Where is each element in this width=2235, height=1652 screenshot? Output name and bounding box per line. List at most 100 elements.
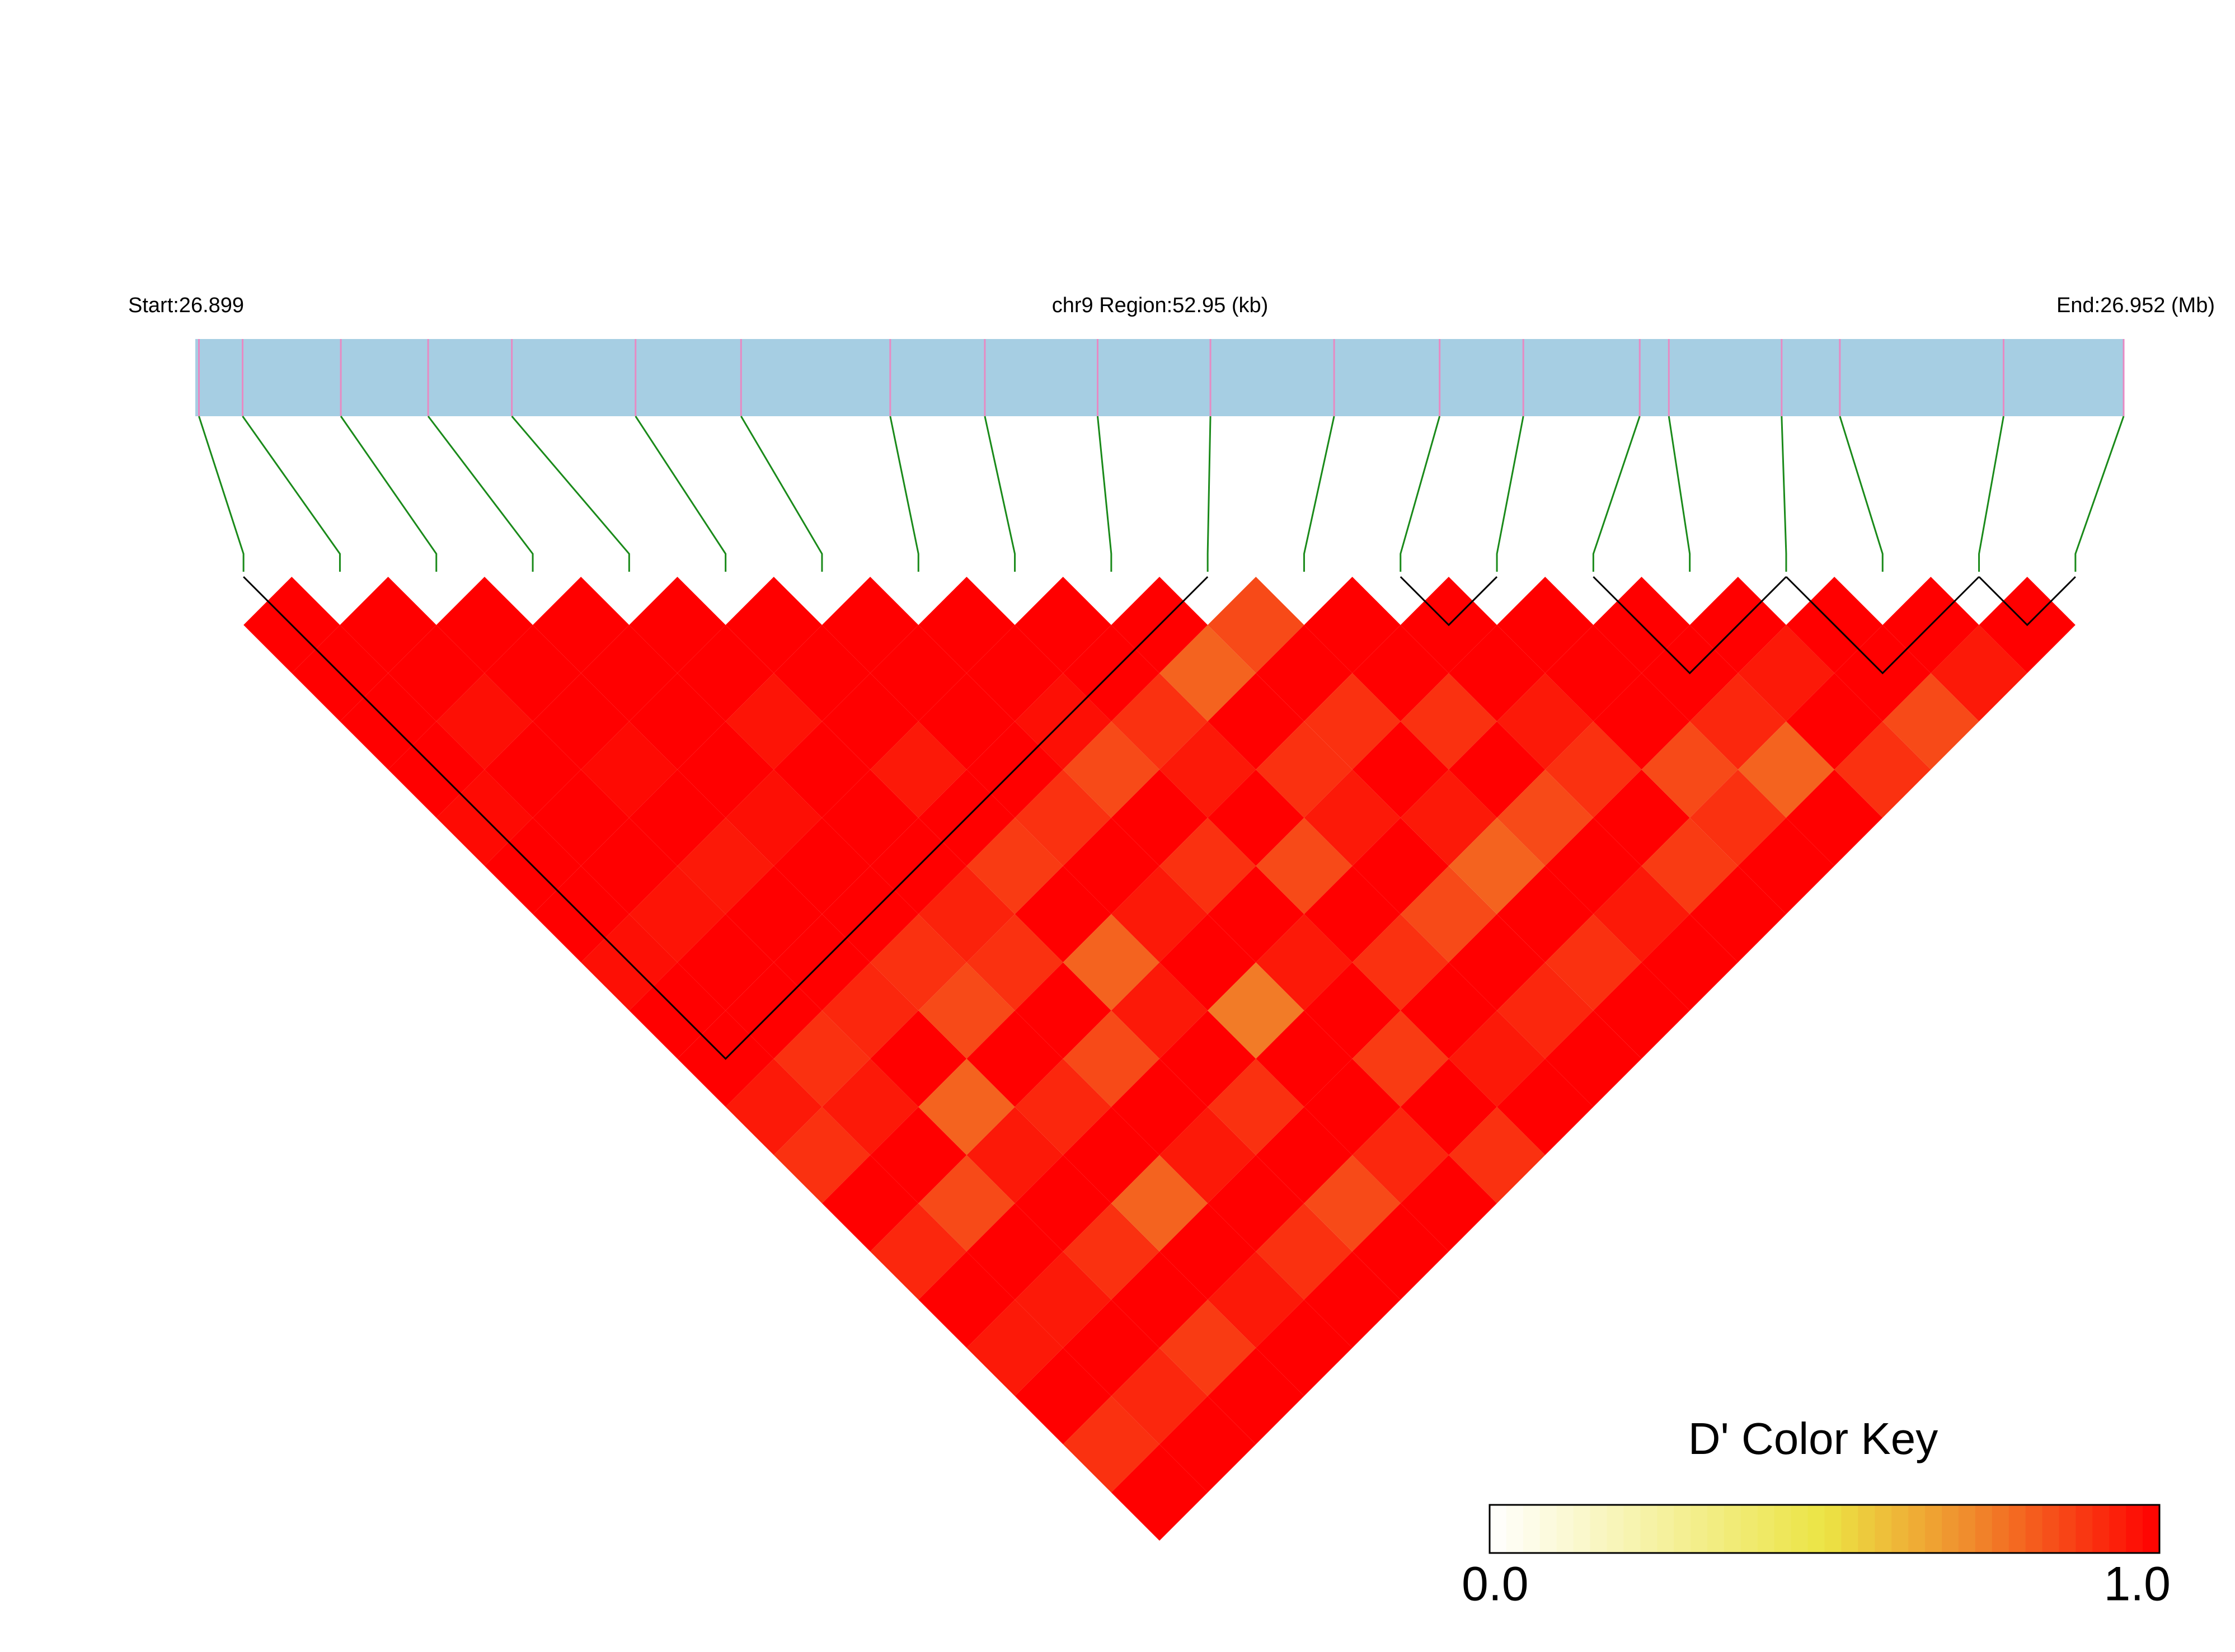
ld-cell [1352, 1010, 1449, 1107]
ld-cell [1063, 1300, 1159, 1396]
ld-cell [1304, 769, 1401, 866]
ld-cell [677, 721, 774, 818]
colorkey-swatch [1925, 1505, 1942, 1553]
colorkey-swatch [1841, 1505, 1859, 1553]
ld-cell [918, 962, 1015, 1059]
ld-cell [1063, 914, 1159, 1011]
ld-cell [1256, 1300, 1353, 1396]
ld-cell [1208, 769, 1304, 866]
ld-cell [1159, 721, 1256, 818]
ld-cell [918, 1058, 1015, 1155]
snp-connector [1839, 416, 1884, 572]
ld-cell [1497, 962, 1594, 1059]
ld-cell [1352, 817, 1449, 915]
ld-cell [436, 577, 533, 674]
ld-cell [1256, 914, 1353, 1011]
snp-connector [1496, 416, 1524, 572]
colorkey-swatch [1640, 1505, 1658, 1553]
ld-cell [1208, 1348, 1304, 1444]
ld-cell [1738, 625, 1835, 722]
ld-block [1978, 576, 2076, 627]
ld-cell [1882, 673, 1979, 770]
ld-cell [484, 721, 581, 818]
ld-cell [1352, 721, 1449, 818]
snp-connector [1206, 416, 1212, 572]
snp-connector [984, 416, 1016, 572]
colorkey-swatch [2143, 1505, 2160, 1553]
ld-cell [533, 673, 630, 770]
ld-cell [1208, 1058, 1304, 1155]
ld-cell [1400, 769, 1497, 866]
ld-cell [1593, 769, 1690, 866]
ld-cell [1111, 1058, 1208, 1155]
snp-connector [511, 416, 630, 572]
ld-cell [1738, 817, 1835, 915]
ld-cell [773, 721, 871, 818]
ld-cell [677, 817, 774, 915]
ld-cell [1448, 1010, 1546, 1107]
ld-cell [1256, 817, 1353, 915]
colorkey-swatch [1607, 1505, 1624, 1553]
colorkey-swatch [1724, 1505, 1741, 1553]
ld-cell [1400, 962, 1497, 1059]
snp-connector [427, 416, 534, 572]
ld-cell [1834, 721, 1931, 818]
snp-connector [1096, 416, 1112, 572]
ld-cell [1497, 769, 1594, 866]
ld-cell [821, 1155, 919, 1252]
ld-cell [581, 817, 678, 915]
ld-cell [725, 1058, 822, 1155]
ld-cell [1256, 721, 1353, 818]
colorkey-swatch [1707, 1505, 1725, 1553]
ld-cell [1015, 577, 1111, 674]
ld-cell [581, 625, 678, 722]
ld-cell [1400, 1058, 1497, 1155]
ld-cell [1931, 625, 2027, 722]
ld-cell [340, 577, 436, 674]
colorkey-swatch [1740, 1505, 1758, 1553]
colorkey-swatch [1490, 1505, 1507, 1553]
snp-connector [1781, 416, 1787, 572]
ld-cell [629, 769, 726, 866]
colorkey-swatch [1523, 1505, 1541, 1553]
colorkey-swatch [2025, 1505, 2043, 1553]
ld-cell [1015, 865, 1111, 963]
ld-cell [1159, 625, 1256, 722]
ld-cell [1497, 577, 1594, 674]
ld-cell [773, 1107, 871, 1203]
colorkey-tick-label: 1.0 [2103, 1557, 2171, 1611]
region-label: chr9 Region:52.95 (kb) [1052, 294, 1269, 317]
end-label: End:26.952 (Mb) [2056, 294, 2215, 317]
ld-cell [1689, 769, 1786, 866]
ld-cell [1448, 1107, 1546, 1203]
ld-cell [870, 1203, 967, 1300]
snp-connector [340, 416, 438, 572]
snp-connector [1592, 416, 1641, 572]
ld-cell [1497, 1058, 1594, 1155]
ld-cell [1063, 817, 1159, 915]
ld-cell [773, 625, 871, 722]
ld-cell [1063, 1396, 1159, 1493]
ld-cell [1256, 1203, 1353, 1300]
snp-connector [1400, 416, 1441, 572]
ld-cell [1015, 962, 1111, 1059]
ld-cell [1641, 721, 1738, 818]
region-bar [195, 339, 2124, 416]
ld-cell [918, 577, 1015, 674]
colorkey-swatch [1674, 1505, 1692, 1553]
ld-cell [1545, 817, 1642, 915]
ld-cell [821, 962, 919, 1059]
snp-connector [1978, 416, 2004, 572]
ld-cell [436, 673, 533, 770]
ld-block [243, 576, 1209, 1060]
ld-cell [966, 817, 1063, 915]
ld-cell [1111, 962, 1208, 1059]
snp-connector [635, 416, 727, 572]
colorkey-swatch [1791, 1505, 1809, 1553]
colorkey-swatch [1807, 1505, 1825, 1553]
colorkey-swatch [2126, 1505, 2144, 1553]
ld-cell [918, 1155, 1015, 1252]
colorkey-swatch [1824, 1505, 1842, 1553]
colorkey-swatch [2042, 1505, 2060, 1553]
